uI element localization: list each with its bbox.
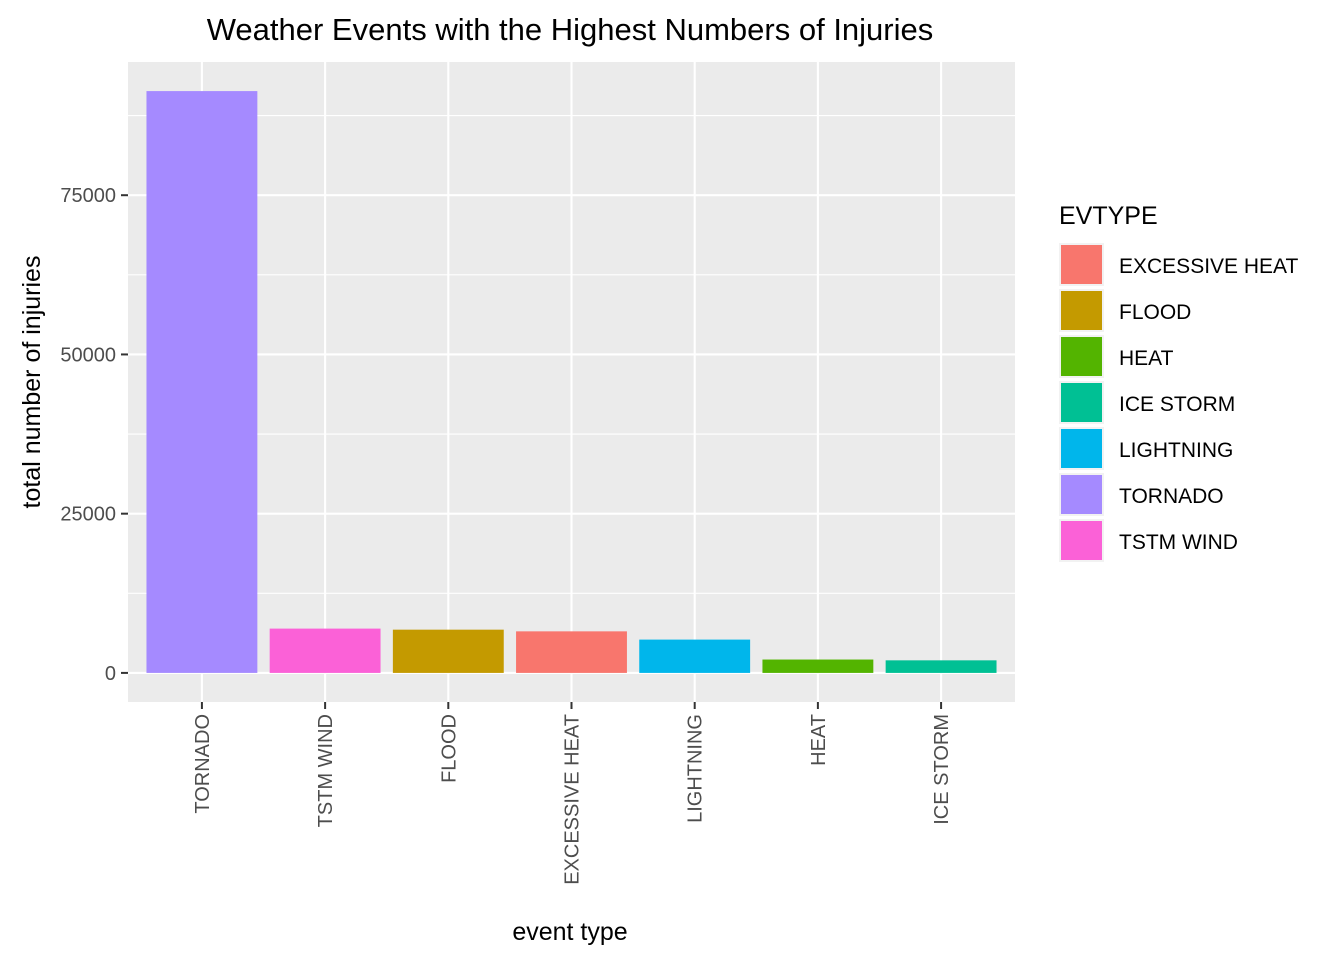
legend-swatch [1061, 383, 1102, 422]
bar-flood [392, 629, 504, 673]
bar-tstm-wind [269, 628, 381, 673]
legend: EVTYPE EXCESSIVE HEAT FLOOD HEAT ICE STORM L… [1059, 202, 1299, 562]
y-axis: 0 25000 50000 75000 [60, 185, 128, 685]
y-tick-label: 25000 [60, 504, 116, 526]
legend-label: FLOOD [1119, 301, 1191, 324]
x-tick-label: TORNADO [192, 714, 214, 814]
bars [146, 91, 997, 673]
bar-tornado [146, 91, 258, 673]
legend-title: EVTYPE [1059, 202, 1158, 230]
legend-label: TSTM WIND [1119, 531, 1238, 554]
legend-swatch [1061, 429, 1102, 468]
y-axis-title: total number of injuries [18, 256, 46, 509]
chart-title: Weather Events with the Highest Numbers … [207, 12, 934, 47]
x-tick-label: LIGHTNING [685, 714, 707, 823]
legend-swatch [1061, 521, 1102, 560]
x-axis: TORNADO TSTM WIND FLOOD EXCESSIVE HEAT LIGHT… [192, 702, 953, 885]
y-tick-label: 50000 [60, 344, 116, 366]
x-axis-title: event type [512, 918, 627, 946]
bar-heat [762, 659, 874, 673]
x-tick-label: TSTM WIND [315, 714, 337, 827]
legend-label: TORNADO [1119, 485, 1224, 508]
legend-swatch [1061, 337, 1102, 376]
legend-label: EXCESSIVE HEAT [1119, 255, 1299, 278]
x-tick-label: EXCESSIVE HEAT [562, 714, 584, 885]
legend-swatch [1061, 245, 1102, 284]
bar-lightning [639, 639, 751, 673]
x-tick-label: ICE STORM [931, 714, 953, 825]
x-tick-label: FLOOD [438, 714, 460, 783]
bar-ice-storm [885, 660, 997, 673]
legend-label: LIGHTNING [1119, 439, 1233, 462]
y-tick-label: 0 [105, 663, 116, 685]
bar-excessive-heat [516, 631, 627, 673]
x-tick-label: HEAT [808, 714, 830, 766]
legend-label: ICE STORM [1119, 393, 1235, 416]
legend-swatch [1061, 475, 1102, 514]
legend-label: HEAT [1119, 347, 1174, 370]
y-tick-label: 75000 [60, 185, 116, 207]
legend-swatch [1061, 291, 1102, 330]
